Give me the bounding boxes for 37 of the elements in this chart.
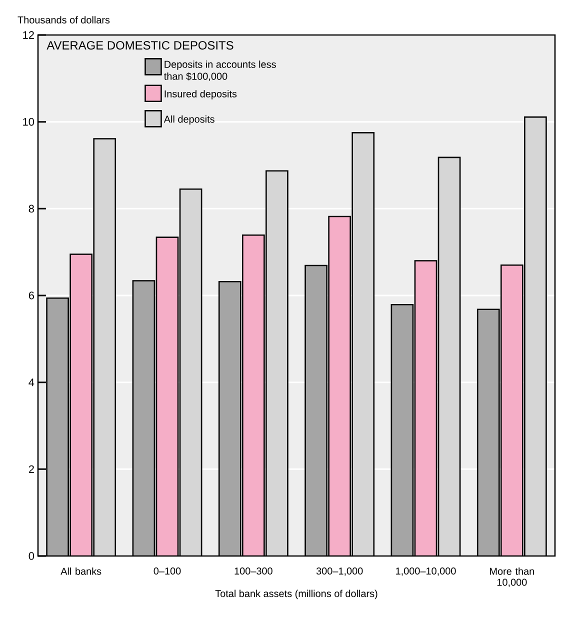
x-tick-label: 100–300 <box>234 568 272 575</box>
bar <box>180 189 202 556</box>
bar <box>305 266 327 556</box>
x-axis-title: Total bank assets (millions of dollars) <box>215 590 378 600</box>
legend-label: Insured deposits <box>164 90 237 100</box>
bar <box>500 264 524 556</box>
legend-label: All deposits <box>164 115 214 125</box>
bar <box>476 308 500 556</box>
y-tick-label: 12 <box>23 31 34 39</box>
bar <box>219 282 241 556</box>
x-tick-label: More than 10,000 <box>490 568 534 587</box>
y-tick-label: 2 <box>28 465 34 473</box>
y-tick-label: 8 <box>28 204 34 213</box>
y-tick-label: 6 <box>28 292 34 300</box>
bar <box>328 216 350 556</box>
bar <box>94 138 116 556</box>
y-tick-label: 10 <box>23 118 34 126</box>
y-axis-title: Thousands of dollars <box>18 16 110 24</box>
bar <box>46 298 68 556</box>
bar <box>132 280 154 556</box>
bar <box>266 170 288 556</box>
bar <box>352 132 374 556</box>
bar <box>242 235 264 556</box>
x-tick-label: All banks <box>60 568 102 575</box>
bar <box>70 254 92 556</box>
legend-label: Deposits in accounts less than $100,000 <box>164 60 276 82</box>
y-tick-label: 4 <box>28 378 34 386</box>
x-tick-label: 1,000–10,000 <box>396 568 456 576</box>
bar <box>524 116 547 556</box>
chart-title: AVERAGE DOMESTIC DEPOSITS <box>46 41 234 50</box>
bar <box>414 260 437 556</box>
bar <box>438 157 460 556</box>
x-tick-label: 0–100 <box>154 568 181 575</box>
bar <box>391 304 413 556</box>
x-tick-label: 300–1,000 <box>316 568 363 576</box>
y-tick-label: 0 <box>28 552 34 560</box>
bar <box>156 237 178 556</box>
